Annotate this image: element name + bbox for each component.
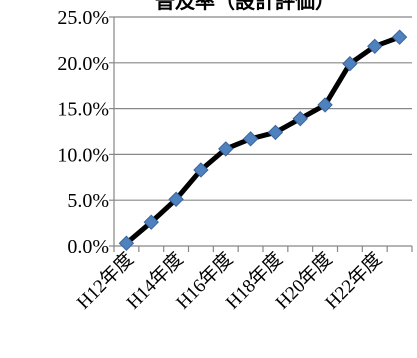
series-line — [123, 34, 403, 246]
axes — [109, 16, 413, 252]
y-tick-label: 25.0% — [57, 7, 109, 29]
data-point — [218, 141, 234, 157]
y-tick-label: 5.0% — [67, 190, 109, 212]
data-point — [391, 29, 408, 45]
data-point — [267, 124, 284, 141]
data-point — [242, 131, 259, 147]
series — [118, 29, 408, 251]
tick-labels: 0.0%5.0%10.0%15.0%20.0%25.0%H12年度H14年度H1… — [57, 7, 386, 314]
y-tick-label: 0.0% — [67, 236, 109, 258]
y-tick-label: 15.0% — [57, 99, 109, 121]
data-point — [292, 110, 308, 127]
gridlines — [114, 16, 412, 201]
data-point — [317, 97, 333, 113]
data-point — [143, 214, 159, 230]
data-point — [342, 56, 358, 72]
y-tick-label: 10.0% — [57, 144, 109, 166]
data-point — [118, 235, 135, 251]
data-point — [367, 38, 383, 55]
chart-title: 普及率（設計評価） — [155, 0, 335, 13]
data-point — [193, 162, 209, 178]
y-tick-label: 20.0% — [57, 53, 109, 75]
data-point — [168, 191, 184, 207]
